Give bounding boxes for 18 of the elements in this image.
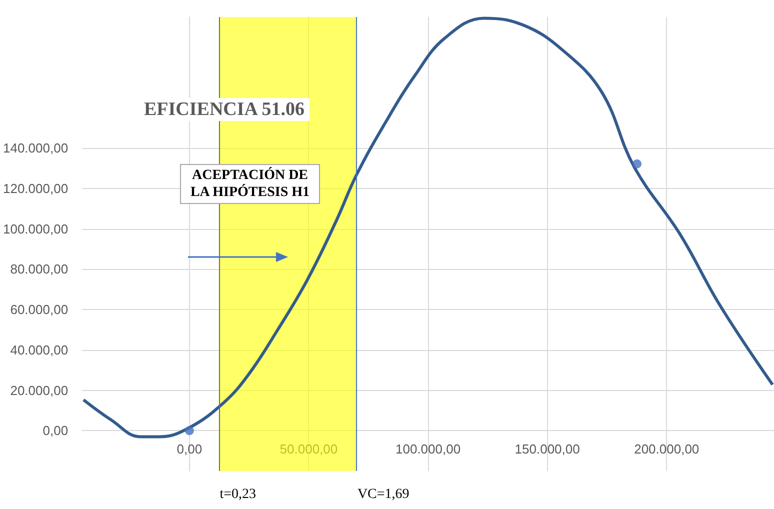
y-tick-label: 40.000,00	[10, 342, 68, 358]
annotation: ACEPTACIÓN DE LA HIPÓTESIS H1	[180, 164, 320, 204]
y-tick-label: 60.000,00	[10, 302, 68, 318]
y-tick-label: 20.000,00	[10, 382, 68, 398]
x-tick-label: 50.000,00	[280, 442, 338, 457]
text: t=0,23	[220, 487, 256, 503]
y-tick-label: 100.000,00	[2, 221, 68, 236]
x-tick-label: 100.000,00	[395, 442, 461, 457]
y-tick-label: 120.000,00	[2, 181, 68, 196]
y-tick-label: 140.000,00	[2, 140, 68, 156]
x-tick-label: 200.000,00	[634, 442, 700, 457]
text: VC=1,69	[357, 487, 410, 503]
y-tick-label: 0,00	[42, 423, 68, 438]
y-tick-label: 80.000,00	[10, 262, 68, 277]
x-tick-label: 150.000,00	[514, 442, 580, 457]
text: EFICIENCIA 51.06	[144, 99, 304, 120]
line-series	[82, 16, 774, 438]
x-tick-label: 0,00	[176, 442, 202, 457]
